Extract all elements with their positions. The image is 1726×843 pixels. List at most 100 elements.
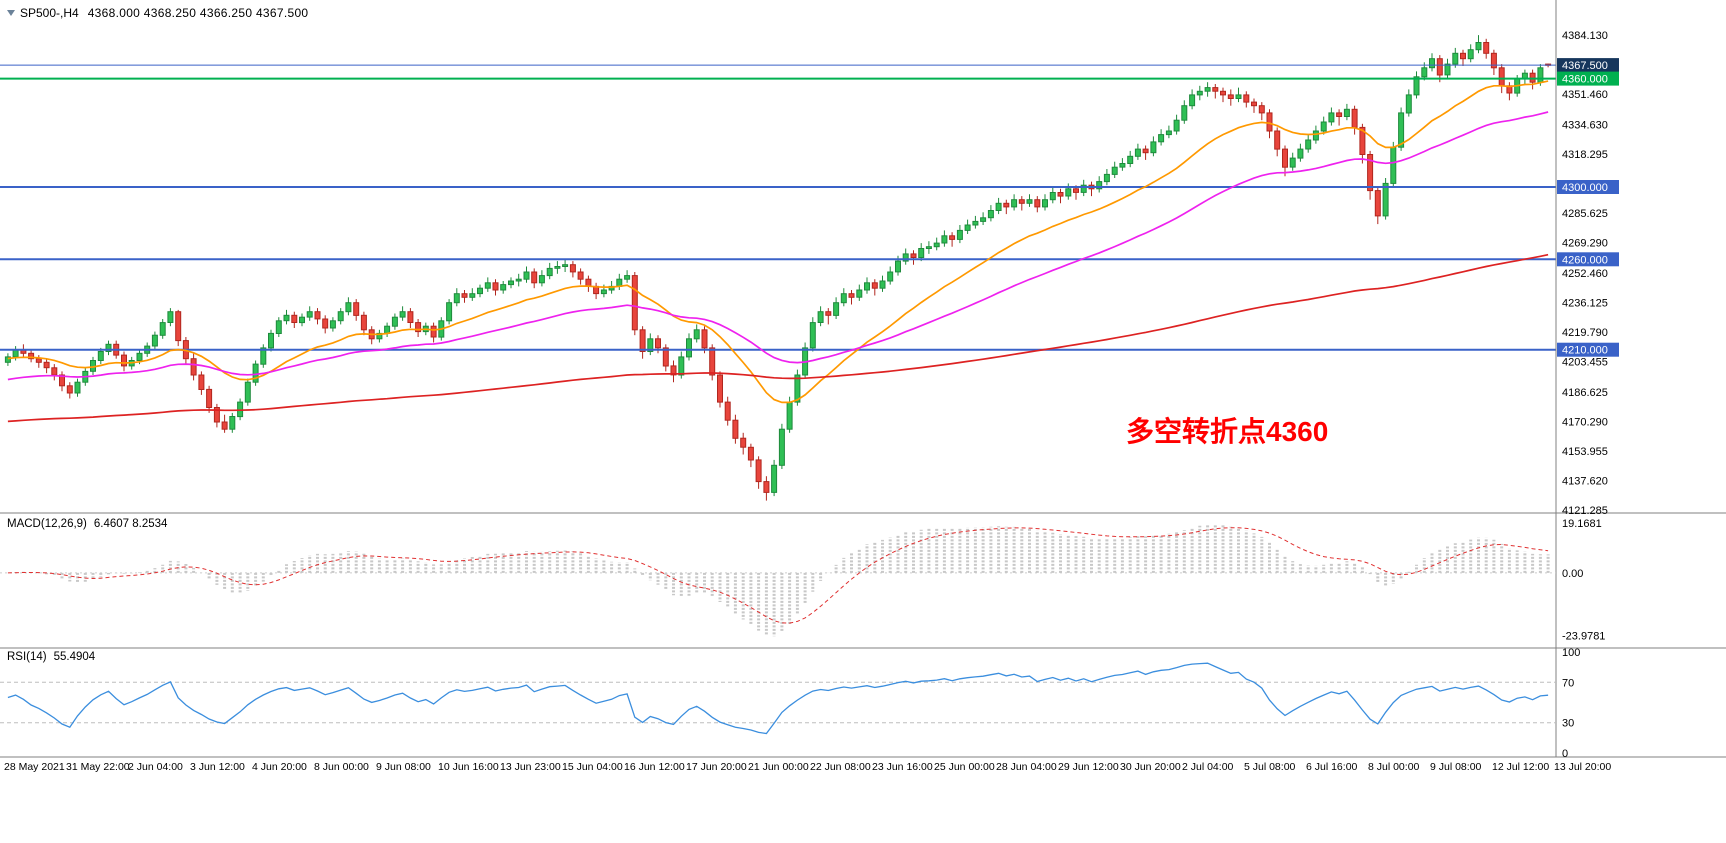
candle-body (1359, 126, 1366, 156)
candle-body (686, 338, 692, 358)
candle-body (1312, 130, 1319, 141)
candle-body (12, 349, 19, 358)
candle-body (980, 217, 987, 222)
candle-body (662, 347, 669, 367)
candle-body (856, 289, 863, 298)
candle-body (755, 459, 762, 483)
rsi-axis-label: 0 (1562, 748, 1568, 760)
candle-body (1080, 184, 1087, 193)
candle-body (299, 316, 305, 324)
price-tag (1557, 342, 1619, 357)
time-axis[interactable]: 28 May 2021 31 May 22:002 Jun 04:00 3 Jun … (4, 761, 1611, 773)
candle-body (1158, 134, 1165, 143)
candle-body (376, 332, 383, 340)
price-axis-label: 4219.790 (1562, 327, 1608, 339)
candle-body (972, 220, 979, 226)
candle-body (66, 385, 73, 394)
candle-body (469, 293, 476, 298)
candle-body (1103, 173, 1110, 183)
candle-body (887, 271, 894, 282)
candle-body (391, 316, 398, 327)
rsi-line (7, 662, 1549, 735)
candle-body (1320, 121, 1327, 132)
candle-body (268, 332, 274, 349)
rsi-value: 55.4904 (53, 651, 96, 663)
candle-body (1034, 199, 1041, 208)
candles-layer (4, 35, 1552, 501)
candle-body (190, 358, 197, 376)
candle-body (337, 311, 344, 322)
candle-body (1429, 58, 1435, 69)
candle-body (51, 367, 58, 376)
candle-body (1413, 76, 1420, 96)
candle-body (655, 338, 661, 349)
candle-body (1297, 148, 1304, 159)
candle-body (1096, 181, 1103, 190)
candle-body (1266, 112, 1273, 132)
price-axis[interactable]: 4384.130 4351.460 4334.630 4318.295 4285.625… (1557, 30, 1619, 517)
candle-body (1498, 67, 1505, 87)
candle-body (701, 329, 708, 349)
price-tag-label: 4360.000 (1562, 74, 1608, 86)
candle-body (562, 264, 569, 268)
time-axis-label: 16 Jun 12:00 (624, 761, 685, 773)
candle-body (175, 311, 182, 342)
candle-body (1398, 112, 1405, 148)
price-levels-layer (0, 64, 1556, 351)
candle-body (4, 356, 11, 363)
candle-body (848, 293, 855, 298)
time-axis-label: 31 May 22:00 (66, 761, 130, 773)
candle-body (244, 381, 251, 403)
candle-body (964, 224, 971, 231)
candle-body (1243, 94, 1250, 103)
candle-body (1305, 139, 1312, 150)
candle-body (430, 325, 437, 338)
candle-body (678, 356, 685, 376)
time-axis-label: 13 Jun 23:00 (500, 761, 561, 773)
candle-body (569, 264, 576, 273)
candle-body (1173, 119, 1180, 132)
candle-body (500, 284, 507, 291)
chart-annotation-text[interactable]: 多空转折点4360 (1126, 416, 1329, 447)
candle-body (895, 260, 901, 273)
candle-body (484, 282, 491, 289)
candle-body (407, 311, 414, 324)
candle-body (306, 311, 313, 318)
candle-body (1026, 199, 1033, 204)
candle-body (1150, 141, 1157, 154)
candle-body (871, 282, 878, 289)
candle-body (136, 352, 143, 361)
candle-body (1212, 87, 1219, 92)
candle-body (198, 374, 205, 390)
price-tag-label: 4300.000 (1562, 182, 1608, 194)
candle-body (1251, 101, 1257, 107)
macd-axis-label: 19.1681 (1562, 518, 1602, 530)
candle-body (1483, 42, 1490, 54)
time-axis-label: 22 Jun 08:00 (810, 761, 871, 773)
candle-body (794, 374, 801, 403)
price-axis-label: 4318.295 (1562, 149, 1608, 161)
rsi-axis-label: 70 (1562, 677, 1574, 689)
candle-body (353, 302, 360, 316)
macd-axis-label: -23.9781 (1562, 630, 1605, 642)
candle-body (941, 235, 948, 244)
candle-body (453, 293, 460, 304)
moving-averages-layer (7, 80, 1549, 423)
candle-body (732, 419, 739, 439)
candle-body (747, 446, 754, 461)
price-tag (1557, 252, 1619, 267)
price-axis-label: 4285.625 (1562, 208, 1608, 220)
candle-body (1189, 94, 1196, 107)
candle-body (159, 322, 166, 336)
price-axis-label: 4203.455 (1562, 357, 1608, 369)
candle-body (1049, 192, 1056, 201)
candle-body (1119, 163, 1126, 168)
candle-body (956, 229, 963, 240)
candle-body (763, 481, 770, 493)
candle-body (1134, 148, 1141, 157)
candle-body (1073, 188, 1079, 193)
time-axis-label: 28 May 2021 (4, 761, 65, 773)
time-axis-label: 23 Jun 16:00 (872, 761, 933, 773)
